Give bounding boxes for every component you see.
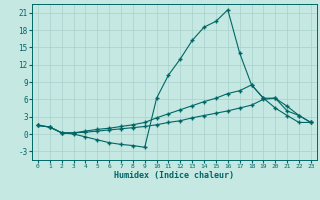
X-axis label: Humidex (Indice chaleur): Humidex (Indice chaleur) [115, 171, 234, 180]
